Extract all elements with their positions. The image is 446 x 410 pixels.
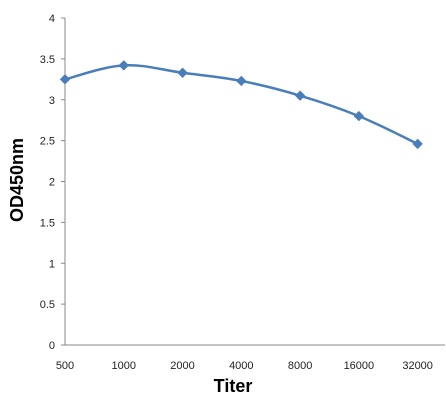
y-tick-label: 3.5: [40, 54, 55, 66]
x-tick-label: 8000: [288, 360, 312, 372]
y-tick-label: 2: [49, 177, 55, 189]
data-point-marker: [353, 110, 365, 122]
y-tick-label: 2.5: [40, 136, 55, 148]
data-point-marker: [177, 67, 188, 78]
y-axis: 0 0.5 1 1.5 2 2.5 3 3.5 4: [40, 13, 66, 352]
y-tick-label: 4: [49, 13, 55, 25]
x-tick-label: 32000: [402, 360, 433, 372]
x-tick-label: 2000: [170, 360, 194, 372]
x-axis-title: Titer: [214, 376, 253, 396]
data-point-marker: [412, 138, 423, 150]
data-point-marker: [294, 90, 306, 101]
data-point-marker: [118, 60, 129, 71]
y-tick-label: 3: [49, 95, 55, 107]
x-tick-label: 4000: [229, 360, 253, 372]
x-tick-label: 500: [56, 360, 74, 372]
y-tick-label: 0: [49, 340, 55, 352]
data-point-marker: [59, 74, 71, 85]
y-tick-label: 1: [49, 258, 55, 270]
series-layer: [59, 60, 423, 150]
data-point-marker: [236, 75, 247, 87]
x-tick-label: 16000: [344, 360, 375, 372]
x-axis: 500 1000 2000 4000 8000 16000 32000: [56, 344, 445, 372]
x-tick-label: 1000: [112, 360, 136, 372]
y-axis-title: OD450nm: [7, 138, 27, 222]
y-tick-label: 1.5: [40, 217, 55, 229]
y-tick-label: 0.5: [40, 299, 55, 311]
